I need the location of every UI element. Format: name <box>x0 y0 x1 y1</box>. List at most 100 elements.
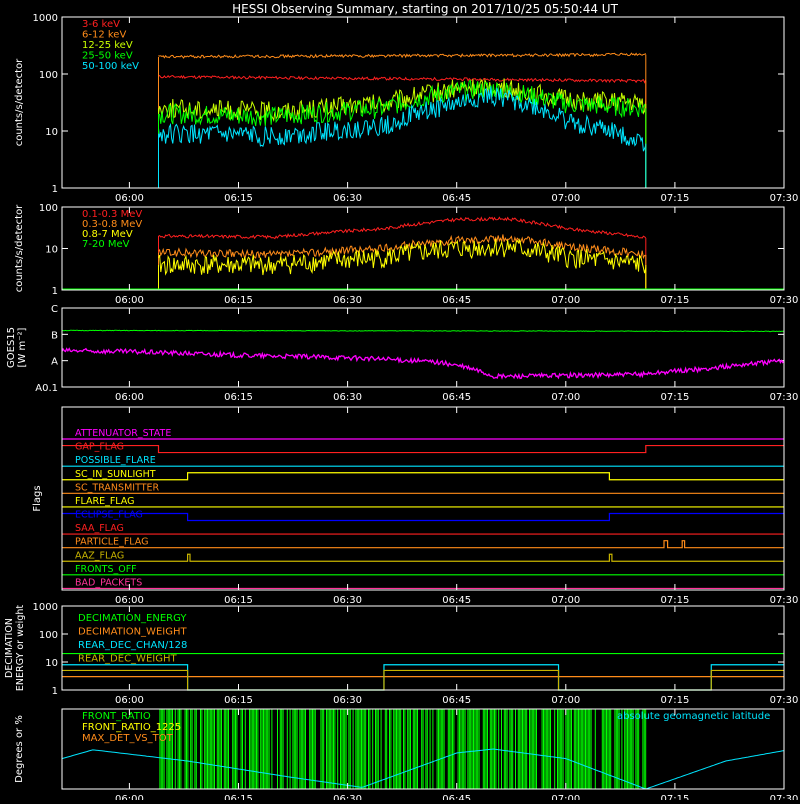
y-axis-label: Flags <box>32 485 43 511</box>
x-tick-label: 07:30 <box>770 295 799 306</box>
flag-label: ATTENUATOR_STATE <box>75 428 171 439</box>
legend-entry: FRONT_RATIO_1225 <box>82 722 181 733</box>
y-tick-label: 1 <box>52 184 58 195</box>
x-tick-label: 07:00 <box>551 695 580 706</box>
x-tick-label: 06:30 <box>333 695 362 706</box>
x-tick-label: 06:00 <box>115 595 144 606</box>
flag-label: SC_TRANSMITTER <box>75 482 160 493</box>
y-tick-label: A <box>51 357 58 368</box>
panel-goes: C B A A0.1 GOES15 [W m⁻²] 06:00 06:15 06:30 06:45… <box>6 304 798 403</box>
legend-entry: 0.3-0.8 MeV <box>82 219 142 230</box>
legend-entry: DECIMATION_ENERGY <box>78 613 187 624</box>
x-tick-label: 07:00 <box>551 193 580 204</box>
x-tick-label: 06:30 <box>333 193 362 204</box>
x-tick-label: 07:15 <box>660 392 689 403</box>
y-tick-label: 1000 <box>33 602 58 613</box>
x-tick-label: 07:15 <box>660 695 689 706</box>
y-axis-label: Degrees or % <box>14 715 25 783</box>
y-axis-unit: [W m⁻²] <box>17 327 28 367</box>
x-tick-label: 06:00 <box>115 794 144 800</box>
x-tick-label: 06:15 <box>224 392 253 403</box>
series-line-0.1-0.3-MeV <box>158 216 647 240</box>
x-tick-label: 07:00 <box>551 595 580 606</box>
flag-label: BAD_PACKETS <box>75 577 142 588</box>
x-tick-label: 06:45 <box>442 794 471 800</box>
series-line-0.3-0.8-MeV <box>158 234 646 261</box>
legend-entry: 6-12 keV <box>82 30 126 41</box>
x-tick-label: 06:45 <box>442 392 471 403</box>
x-tick-label: 06:30 <box>333 295 362 306</box>
y-axis-label: ENERGY or weight <box>15 605 26 691</box>
plot-frame <box>61 16 785 189</box>
panel-flags: ATTENUATOR_STATE GAP_FLAG POSSIBLE_FLARE SC… <box>32 406 798 606</box>
y-tick-label: 1000 <box>33 13 58 24</box>
x-tick-label: 06:15 <box>224 595 253 606</box>
flag-label: FLARE_FLAG <box>75 496 135 507</box>
y-tick-label: B <box>51 330 58 341</box>
x-tick-label: 06:15 <box>224 295 253 306</box>
y-tick-label: 10 <box>45 658 58 669</box>
x-tick-label: 07:30 <box>770 392 799 403</box>
x-tick-label: 07:15 <box>660 794 689 800</box>
series-line-GOES-long <box>62 329 785 333</box>
y-tick-label: 1 <box>52 686 58 697</box>
x-tick-label: 06:15 <box>224 193 253 204</box>
flag-line-particle_flag <box>62 540 784 549</box>
x-tick-label: 06:30 <box>333 595 362 606</box>
x-tick-label: 06:15 <box>224 794 253 800</box>
x-tick-label: 06:00 <box>115 695 144 706</box>
legend-entry: REAR_DEC_CHAN/128 <box>78 640 187 651</box>
x-tick-label: 07:00 <box>551 392 580 403</box>
x-tick-label: 07:00 <box>551 794 580 800</box>
annotation-geomagnetic-latitude: absolute geomagnetic latitude <box>617 711 770 722</box>
y-axis-label: counts/s/detector <box>14 58 25 146</box>
x-tick-label: 07:00 <box>551 295 580 306</box>
flag-label: SAA_FLAG <box>75 523 124 534</box>
flag-line-sc_in_sunlight <box>62 472 784 481</box>
series-line-geomagnetic-latitude <box>61 748 785 790</box>
legend-entry: MAX_DET_VS_TOT <box>82 733 174 744</box>
legend-entry: 3-6 keV <box>82 19 120 30</box>
series-line-12-25-keV <box>158 78 647 123</box>
legend-entry: 50-100 keV <box>82 61 139 72</box>
series-line-REAR_DEC_CHAN-128 <box>62 664 784 691</box>
flag-label: PARTICLE_FLAG <box>75 537 148 548</box>
plot-frame <box>61 307 785 388</box>
x-tick-label: 06:30 <box>333 794 362 800</box>
x-tick-label: 06:15 <box>224 695 253 706</box>
flag-label: ECLIPSE_FLAG <box>75 510 143 521</box>
x-tick-label: 07:30 <box>770 695 799 706</box>
panel-ratios: FRONT_RATIOFRONT_RATIO_1225MAX_DET_VS_TO… <box>14 708 798 804</box>
x-tick-label: 07:30 <box>770 193 799 204</box>
series-line-3-6-keV <box>158 74 647 84</box>
y-tick-label: C <box>51 304 58 315</box>
x-tick-label: 07:15 <box>660 295 689 306</box>
plot-frame <box>61 206 785 291</box>
x-tick-label: 07:15 <box>660 595 689 606</box>
legend-entry: DECIMATION_WEIGHT <box>78 627 187 638</box>
plot-frame <box>61 406 785 591</box>
flag-label: AAZ_FLAG <box>75 550 124 561</box>
plot-frame <box>61 708 785 790</box>
flag-line-gap_flag <box>62 444 784 454</box>
y-axis-label: GOES15 <box>6 327 17 368</box>
flag-label: POSSIBLE_FLARE <box>75 455 156 466</box>
x-tick-label: 07:15 <box>660 193 689 204</box>
panel-decimation: 1 10 100 1000 DECIMATION_ENERGY DECIMATION_WE… <box>4 602 798 706</box>
y-tick-label: 100 <box>39 203 58 214</box>
legend-entry: FRONT_RATIO <box>82 711 151 722</box>
y-tick-label: 10 <box>45 245 58 256</box>
series-line-0.8-7-MeV <box>158 238 647 276</box>
x-tick-label: 06:45 <box>442 295 471 306</box>
legend-entry: 0.8-7 MeV <box>82 229 133 240</box>
flag-label: GAP_FLAG <box>75 442 124 453</box>
figure-title: HESSI Observing Summary, starting on 201… <box>232 2 618 16</box>
series-line-GOES-short <box>61 347 785 380</box>
y-tick-label: 100 <box>39 630 58 641</box>
flag-label: SC_IN_SUNLIGHT <box>75 469 156 480</box>
x-tick-label: 06:45 <box>442 595 471 606</box>
